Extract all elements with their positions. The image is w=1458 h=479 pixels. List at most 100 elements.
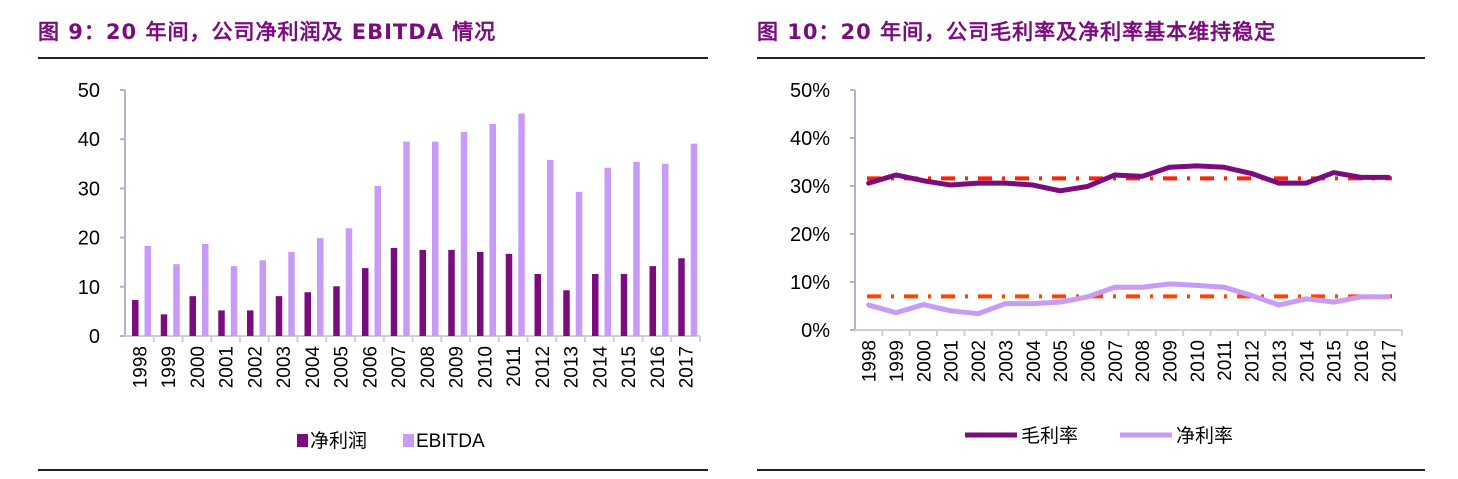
right-x-tick-label: 1998 — [860, 340, 881, 382]
bar-ebitda-2014 — [604, 167, 611, 336]
left-y-tick-label: 50 — [78, 80, 100, 102]
right-x-tick-label: 2004 — [1024, 340, 1045, 383]
left-x-tick-label: 2006 — [360, 346, 381, 388]
right-x-tick-label: 2000 — [914, 340, 935, 382]
bar-net-profit-2010 — [477, 251, 484, 336]
bar-ebitda-2013 — [575, 191, 583, 336]
left-x-tick-label: 1999 — [159, 346, 180, 388]
left-x-tick-label: 2009 — [447, 346, 468, 388]
right-x-tick-label: 2003 — [996, 340, 1017, 382]
left-x-tick-label: 1998 — [130, 346, 151, 388]
bar-net-profit-2011 — [505, 253, 513, 336]
left-y-tick-label: 40 — [78, 129, 100, 151]
bar-ebitda-2003 — [288, 251, 295, 336]
left-x-tick-label: 2002 — [245, 346, 266, 388]
bar-net-profit-2008 — [419, 249, 426, 336]
bar-ebitda-2011 — [518, 113, 525, 336]
right-y-tick-label: 0% — [801, 320, 830, 342]
right-x-tick-label: 2001 — [942, 340, 963, 382]
bar-net-profit-2009 — [448, 249, 455, 336]
left-y-tick-label: 20 — [78, 228, 100, 250]
left-top-rule — [38, 57, 708, 59]
bar-ebitda-2006 — [374, 185, 381, 336]
bar-ebitda-2000 — [202, 243, 209, 336]
left-x-tick-label: 2012 — [533, 346, 554, 388]
right-chart-title: 图 10：20 年间，公司毛利率及净利率基本维持稳定 — [757, 20, 1277, 44]
legend-label-net-margin: 净利率 — [1176, 425, 1233, 447]
right-x-tick-label: 2011 — [1215, 340, 1236, 381]
bar-ebitda-2015 — [633, 161, 640, 336]
left-y-tick-label: 0 — [89, 326, 100, 348]
bar-ebitda-2004 — [317, 238, 324, 336]
right-x-tick-label: 2008 — [1133, 340, 1154, 382]
right-x-tick-label: 2014 — [1297, 340, 1318, 383]
left-x-tick-label: 2014 — [590, 346, 611, 389]
right-top-rule — [757, 57, 1425, 59]
right-bottom-rule — [757, 469, 1425, 471]
bar-ebitda-2010 — [489, 123, 496, 336]
right-x-tick-label: 2012 — [1243, 340, 1264, 382]
line-gross-margin — [866, 163, 1391, 194]
bar-ebitda-2017 — [690, 143, 698, 336]
left-x-tick-label: 2008 — [418, 346, 439, 388]
bar-net-profit-2016 — [649, 266, 656, 336]
left-x-tick-label: 2013 — [562, 346, 583, 388]
right-y-tick-label: 20% — [790, 224, 830, 246]
bar-ebitda-1999 — [173, 264, 180, 336]
right-y-tick-label: 10% — [790, 272, 830, 294]
right-x-tick-label: 1999 — [887, 340, 908, 382]
bar-ebitda-2016 — [662, 163, 669, 336]
right-x-tick-label: 2005 — [1051, 340, 1072, 382]
bar-net-profit-2004 — [304, 292, 311, 336]
right-y-tick-label: 50% — [790, 80, 830, 102]
bar-net-profit-2005 — [333, 286, 340, 336]
line-net-margin — [866, 281, 1391, 317]
left-x-tick-label: 2003 — [274, 346, 295, 388]
bar-net-profit-2003 — [275, 296, 283, 336]
legend-label-net-profit: 净利润 — [310, 430, 367, 452]
left-y-tick-label: 30 — [78, 178, 100, 200]
right-x-tick-label: 2002 — [969, 340, 990, 382]
legend-label-gross-margin: 毛利率 — [1021, 425, 1078, 447]
left-chart-title: 图 9：20 年间，公司净利润及 EBITDA 情况 — [38, 20, 497, 44]
left-x-tick-label: 2005 — [332, 346, 353, 388]
bar-net-profit-2002 — [247, 310, 254, 336]
right-x-tick-label: 2015 — [1325, 340, 1346, 382]
right-x-tick-label: 2016 — [1352, 340, 1373, 382]
legend-swatch-net-profit — [297, 434, 308, 447]
bar-net-profit-2017 — [678, 258, 685, 336]
left-x-tick-label: 2016 — [648, 346, 669, 388]
right-y-tick-label: 30% — [790, 176, 830, 198]
bar-ebitda-2007 — [403, 141, 410, 336]
right-x-tick-label: 2007 — [1106, 340, 1127, 382]
bar-ebitda-2001 — [230, 266, 238, 336]
bar-ebitda-2005 — [345, 228, 353, 336]
left-x-tick-label: 2001 — [217, 346, 238, 388]
left-y-tick-label: 10 — [78, 277, 100, 299]
left-x-tick-label: 2007 — [389, 346, 410, 388]
left-bottom-rule — [38, 469, 708, 471]
bar-net-profit-2012 — [534, 274, 541, 336]
left-x-tick-label: 2004 — [303, 346, 324, 389]
bar-net-profit-2013 — [563, 290, 570, 336]
bar-net-profit-2007 — [390, 247, 398, 336]
bar-ebitda-2002 — [259, 260, 266, 336]
left-x-tick-label: 2017 — [677, 346, 698, 388]
right-x-tick-label: 2006 — [1078, 340, 1099, 382]
bar-ebitda-1998 — [144, 245, 151, 336]
bar-ebitda-2012 — [547, 159, 554, 336]
right-x-tick-label: 2009 — [1161, 340, 1182, 382]
bar-net-profit-2015 — [620, 274, 628, 336]
bar-net-profit-1998 — [132, 300, 139, 336]
right-x-tick-label: 2010 — [1188, 340, 1209, 382]
left-x-tick-label: 2000 — [188, 346, 209, 388]
bar-net-profit-1999 — [160, 314, 168, 336]
bar-net-profit-2006 — [362, 268, 369, 336]
bar-net-profit-2014 — [592, 274, 599, 336]
bar-ebitda-2008 — [432, 141, 439, 336]
left-x-tick-label: 2011 — [504, 346, 525, 387]
bar-net-profit-2000 — [189, 296, 196, 336]
right-y-tick-label: 40% — [790, 128, 830, 150]
bar-net-profit-2001 — [218, 310, 225, 336]
